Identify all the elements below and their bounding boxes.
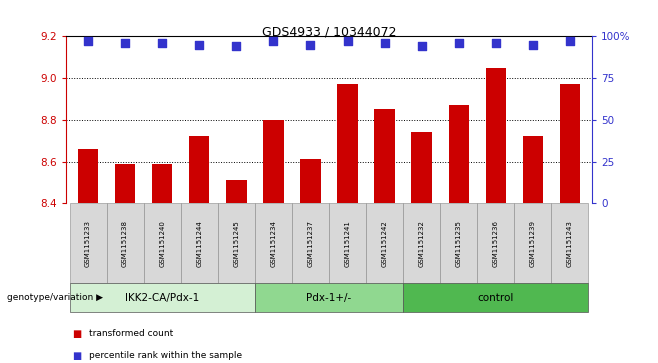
- Point: [268, 38, 278, 44]
- Point: [380, 40, 390, 46]
- Bar: [143, 203, 181, 283]
- Bar: [522, 136, 543, 203]
- Point: [194, 42, 205, 48]
- Text: GSM1151232: GSM1151232: [418, 220, 424, 267]
- Point: [342, 38, 353, 44]
- Text: GSM1151235: GSM1151235: [456, 220, 462, 267]
- Text: GSM1151242: GSM1151242: [382, 220, 388, 266]
- Bar: [374, 109, 395, 203]
- Bar: [70, 283, 255, 312]
- Point: [453, 40, 464, 46]
- Bar: [255, 283, 403, 312]
- Bar: [560, 84, 580, 203]
- Text: transformed count: transformed count: [89, 330, 173, 338]
- Text: GSM1151244: GSM1151244: [196, 220, 202, 266]
- Bar: [181, 203, 218, 283]
- Bar: [115, 164, 136, 203]
- Point: [565, 38, 575, 44]
- Point: [491, 40, 501, 46]
- Bar: [440, 203, 477, 283]
- Bar: [403, 203, 440, 283]
- Text: GSM1151236: GSM1151236: [493, 220, 499, 267]
- Bar: [226, 180, 247, 203]
- Text: GSM1151233: GSM1151233: [85, 220, 91, 267]
- Bar: [338, 84, 358, 203]
- Bar: [477, 203, 515, 283]
- Bar: [300, 159, 320, 203]
- Text: ■: ■: [72, 351, 82, 361]
- Bar: [292, 203, 329, 283]
- Text: control: control: [478, 293, 514, 303]
- Bar: [515, 203, 551, 283]
- Text: GSM1151241: GSM1151241: [345, 220, 351, 267]
- Bar: [551, 203, 588, 283]
- Text: IKK2-CA/Pdx-1: IKK2-CA/Pdx-1: [125, 293, 199, 303]
- Text: GSM1151239: GSM1151239: [530, 220, 536, 267]
- Bar: [107, 203, 143, 283]
- Bar: [449, 105, 469, 203]
- Bar: [218, 203, 255, 283]
- Text: GSM1151245: GSM1151245: [234, 220, 240, 266]
- Point: [157, 40, 167, 46]
- Text: Pdx-1+/-: Pdx-1+/-: [307, 293, 351, 303]
- Point: [120, 40, 130, 46]
- Bar: [329, 203, 366, 283]
- Bar: [78, 149, 98, 203]
- Point: [305, 42, 316, 48]
- Bar: [70, 203, 107, 283]
- Text: GSM1151238: GSM1151238: [122, 220, 128, 267]
- Text: GSM1151237: GSM1151237: [307, 220, 313, 267]
- Bar: [411, 132, 432, 203]
- Text: genotype/variation ▶: genotype/variation ▶: [7, 293, 103, 302]
- Text: GSM1151243: GSM1151243: [567, 220, 573, 267]
- Point: [528, 42, 538, 48]
- Bar: [255, 203, 292, 283]
- Point: [83, 38, 93, 44]
- Bar: [263, 120, 284, 203]
- Point: [231, 44, 241, 49]
- Text: percentile rank within the sample: percentile rank within the sample: [89, 351, 242, 360]
- Point: [417, 44, 427, 49]
- Text: ■: ■: [72, 329, 82, 339]
- Bar: [189, 136, 209, 203]
- Bar: [366, 203, 403, 283]
- Text: GSM1151240: GSM1151240: [159, 220, 165, 267]
- Text: GDS4933 / 10344072: GDS4933 / 10344072: [262, 25, 396, 38]
- Bar: [152, 164, 172, 203]
- Bar: [486, 68, 506, 203]
- Bar: [403, 283, 588, 312]
- Text: GSM1151234: GSM1151234: [270, 220, 276, 267]
